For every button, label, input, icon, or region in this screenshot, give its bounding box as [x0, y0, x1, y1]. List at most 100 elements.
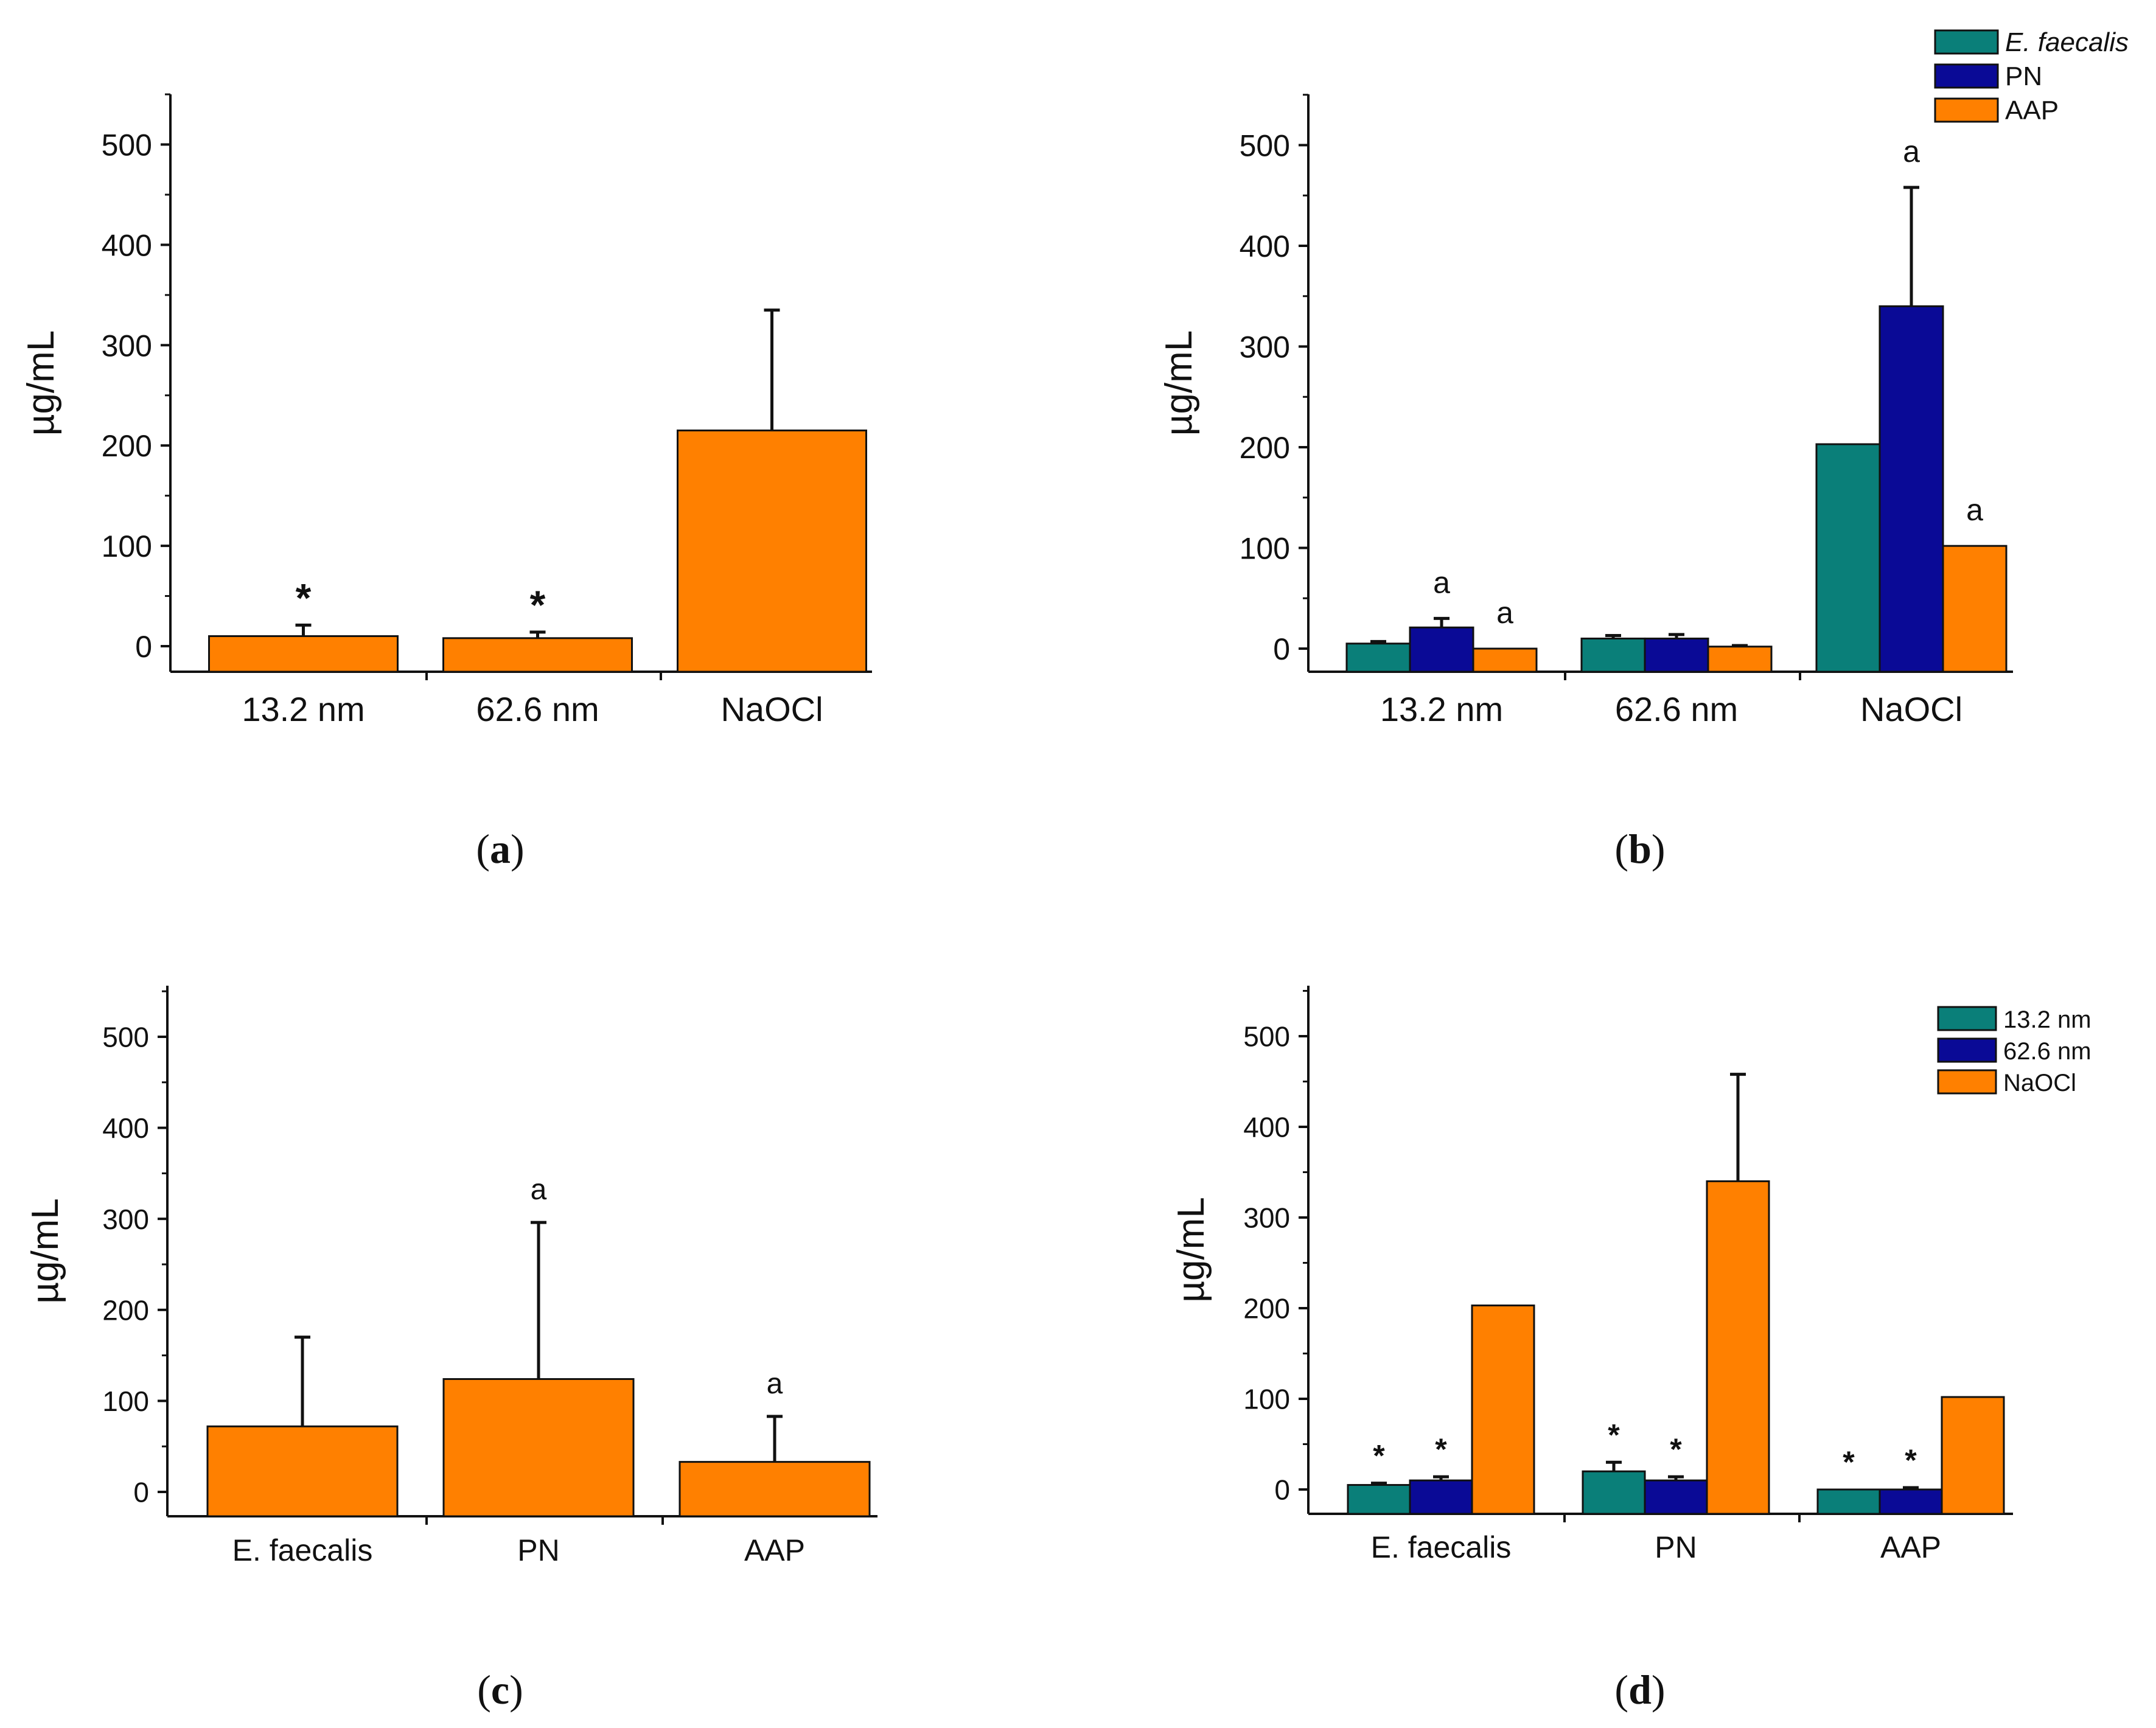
y-tick-label: 400 [1240, 229, 1290, 263]
bar [442, 1378, 635, 1517]
chart-c: 0 100 200 300 400 500 µg/mL E. faecalis PN AAP a a (… [24, 986, 877, 1713]
bar [1347, 1484, 1411, 1515]
y-tick-label: 200 [1240, 431, 1290, 465]
y-axis-label: µg/mL [24, 1198, 66, 1304]
annotation-label: a [767, 1368, 783, 1400]
x-tick-label: PN [1655, 1530, 1697, 1564]
x-tick-label: AAP [744, 1533, 805, 1567]
y-tick-label: 300 [102, 1204, 149, 1235]
y-tick-label: 400 [102, 1112, 149, 1144]
bar [1409, 626, 1474, 673]
bar [1879, 1488, 1943, 1515]
bar [1471, 1305, 1535, 1515]
bar [1409, 1479, 1473, 1515]
y-tick-label: 100 [1240, 532, 1290, 566]
bar [208, 635, 399, 673]
annotation-label: a [531, 1174, 547, 1206]
x-tick-label: E. faecalis [1371, 1530, 1512, 1564]
y-tick-label: 100 [102, 529, 152, 563]
y-tick-label: 100 [102, 1385, 149, 1417]
legend-swatch [1937, 1037, 1997, 1063]
annotation-label: * [1608, 1418, 1620, 1452]
bar [1815, 443, 1881, 673]
bar [1644, 637, 1709, 673]
annotation-label: * [1373, 1439, 1385, 1473]
y-tick-label: 400 [102, 228, 152, 262]
x-tick-label: NaOCl [1860, 690, 1962, 728]
panel-label: (c) [477, 1667, 523, 1713]
bar [1707, 646, 1773, 673]
annotation-label: * [1435, 1432, 1447, 1466]
annotation-label: * [1843, 1445, 1855, 1479]
annotation-label: * [530, 582, 546, 627]
bar [1879, 305, 1944, 673]
y-tick-label: 200 [1243, 1293, 1290, 1325]
x-tick-label: 62.6 nm [476, 690, 599, 728]
y-tick-label: 400 [1243, 1112, 1290, 1143]
x-tick-label: E. faecalis [232, 1533, 373, 1567]
legend: 13.2 nm 62.6 nm NaOCl [1937, 1006, 2091, 1096]
x-tick-label: 62.6 nm [1615, 690, 1738, 728]
y-tick-label: 300 [102, 329, 152, 363]
y-tick-label: 300 [1240, 330, 1290, 364]
x-tick-label: PN [517, 1533, 559, 1567]
x-tick-label: NaOCl [720, 690, 823, 728]
y-tick-label: 500 [1240, 129, 1290, 163]
chart-a: 0 100 200 300 400 500 µg/mL 13.2 nm 62.6 nm NaOCl… [20, 93, 872, 872]
bar [1582, 1470, 1646, 1515]
legend-swatch [1934, 63, 1999, 89]
y-tick-label: 500 [102, 1022, 149, 1053]
x-tick-label: AAP [1880, 1530, 1941, 1564]
y-tick-label: 300 [1243, 1202, 1290, 1234]
panel-label: (d) [1614, 1667, 1665, 1713]
bar [1472, 647, 1538, 673]
bar [1706, 1180, 1770, 1515]
annotation-label: a [1966, 493, 1983, 527]
bar [1816, 1488, 1881, 1515]
y-axis-label: µg/mL [20, 330, 62, 436]
panel-label: (b) [1614, 826, 1665, 872]
legend-swatch [1937, 1006, 1997, 1031]
x-tick-label: 13.2 nm [1380, 690, 1503, 728]
bar [206, 1425, 399, 1517]
legend-label: NaOCl [2003, 1070, 2076, 1096]
y-tick-label: 500 [102, 128, 152, 162]
annotation-label: a [1433, 565, 1450, 599]
annotation-label: a [1496, 596, 1513, 630]
y-tick-label: 500 [1243, 1021, 1290, 1053]
bar [1644, 1479, 1708, 1515]
y-axis-label: µg/mL [1170, 1197, 1212, 1303]
annotation-label: * [1670, 1432, 1682, 1466]
bar [1942, 545, 2008, 673]
bar [1580, 637, 1646, 673]
bar [677, 429, 867, 673]
bar [1941, 1396, 2005, 1515]
annotation-label: * [296, 575, 312, 620]
x-tick-label: 13.2 nm [242, 690, 365, 728]
y-tick-label: 0 [1273, 632, 1290, 666]
legend-label: AAP [2005, 96, 2059, 125]
bar [1345, 643, 1411, 673]
legend-label: PN [2005, 61, 2042, 91]
y-tick-label: 200 [102, 429, 152, 463]
legend-label: E. faecalis [2005, 27, 2129, 57]
y-axis-label: µg/mL [1158, 330, 1200, 436]
annotation-label: a [1903, 134, 1920, 169]
legend-label: 62.6 nm [2003, 1038, 2091, 1065]
legend-swatch [1934, 97, 1999, 123]
legend-swatch [1937, 1069, 1997, 1095]
y-tick-label: 200 [102, 1294, 149, 1326]
legend: E. faecalis PN AAP [1934, 27, 2129, 125]
annotation-label: * [1905, 1443, 1917, 1477]
legend-label: 13.2 nm [2003, 1006, 2091, 1033]
y-tick-label: 0 [133, 1477, 149, 1508]
bar [679, 1461, 871, 1517]
panel-label: (a) [476, 826, 524, 872]
legend-swatch [1934, 29, 1999, 55]
y-tick-label: 0 [1274, 1474, 1290, 1506]
y-tick-label: 100 [1243, 1384, 1290, 1415]
chart-b: 0 100 200 300 400 500 µg/mL 13.2 nm 62.6 nm NaOCl… [1158, 27, 2129, 872]
chart-d: 0 100 200 300 400 500 µg/mL E. faecalis PN AAP * * *… [1170, 986, 2091, 1713]
bar [442, 637, 633, 673]
